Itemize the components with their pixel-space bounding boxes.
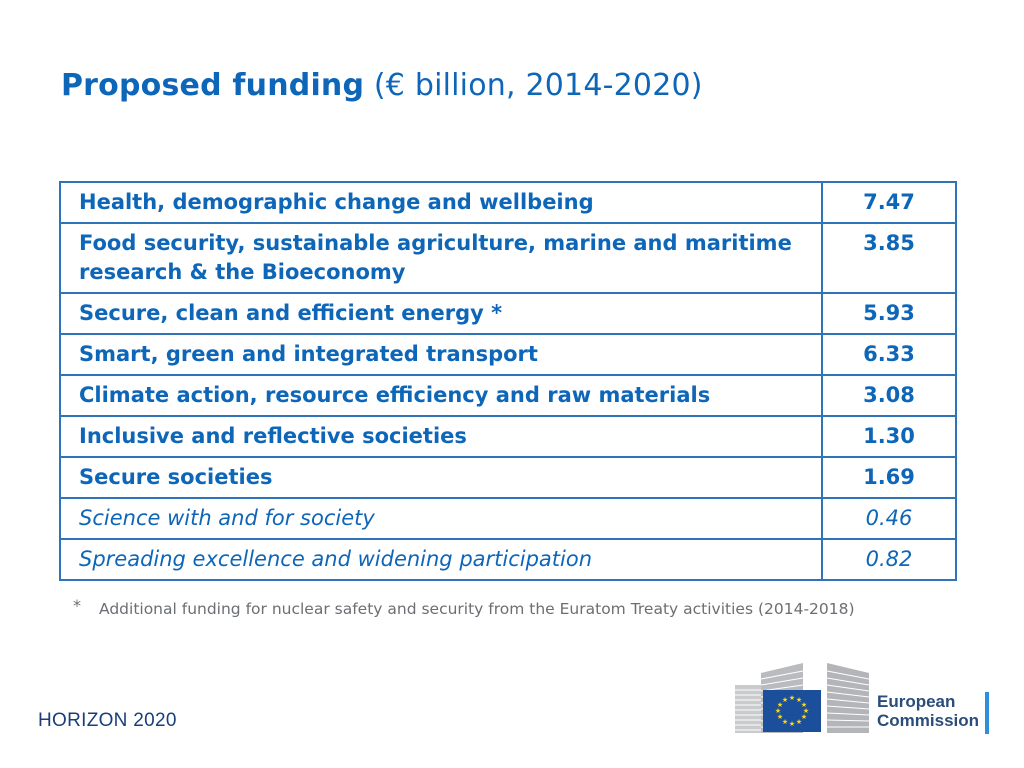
row-value: 3.08 xyxy=(821,374,957,417)
svg-text:★: ★ xyxy=(801,701,807,709)
row-label: Smart, green and integrated transport xyxy=(59,333,823,376)
svg-text:★: ★ xyxy=(789,720,795,728)
table-row: Spreading excellence and widening partic… xyxy=(59,538,957,581)
svg-text:★: ★ xyxy=(796,718,802,726)
row-label: Inclusive and reflective societies xyxy=(59,415,823,458)
row-label: Spreading excellence and widening partic… xyxy=(59,538,823,581)
svg-text:★: ★ xyxy=(777,713,783,721)
logo-accent-bar xyxy=(985,692,989,734)
row-label: Secure societies xyxy=(59,456,823,499)
row-value: 3.85 xyxy=(821,222,957,294)
table-row: Climate action, resource efficiency and … xyxy=(59,374,957,417)
footnote-text: Additional funding for nuclear safety an… xyxy=(99,600,855,618)
logo-line-2: Commission xyxy=(877,711,980,730)
footnote-marker: * xyxy=(73,596,81,615)
title-subtitle: (€ billion, 2014-2020) xyxy=(373,68,703,103)
table-row: Inclusive and reflective societies 1.30 xyxy=(59,415,957,458)
table-row: Secure, clean and efficient energy * 5.9… xyxy=(59,292,957,335)
logo-line-1: European xyxy=(877,692,956,711)
row-label: Food security, sustainable agriculture, … xyxy=(59,222,823,294)
svg-text:★: ★ xyxy=(777,701,783,709)
row-label: Science with and for society xyxy=(59,497,823,540)
table-row: Science with and for society 0.46 xyxy=(59,497,957,540)
row-value: 0.46 xyxy=(821,497,957,540)
row-label: Climate action, resource efficiency and … xyxy=(59,374,823,417)
svg-text:★: ★ xyxy=(789,694,795,702)
footnote: * Additional funding for nuclear safety … xyxy=(73,596,963,621)
table-row: Secure societies 1.69 xyxy=(59,456,957,499)
table-row: Health, demographic change and wellbeing… xyxy=(59,181,957,224)
funding-table: Health, demographic change and wellbeing… xyxy=(59,181,957,581)
page-title: Proposed funding (€ billion, 2014-2020) xyxy=(61,68,703,103)
table-row: Food security, sustainable agriculture, … xyxy=(59,222,957,294)
svg-text:★: ★ xyxy=(801,713,807,721)
european-commission-logo: ★ ★ ★ ★ ★ ★ ★ ★ ★ ★ ★ ★ European Commiss… xyxy=(735,663,995,735)
row-value: 1.69 xyxy=(821,456,957,499)
program-label: HORIZON 2020 xyxy=(38,710,177,731)
table-row: Smart, green and integrated transport 6.… xyxy=(59,333,957,376)
svg-text:★: ★ xyxy=(803,707,809,715)
row-value: 0.82 xyxy=(821,538,957,581)
row-value: 5.93 xyxy=(821,292,957,335)
svg-text:★: ★ xyxy=(782,718,788,726)
svg-text:★: ★ xyxy=(796,696,802,704)
berlaymont-building-icon: ★ ★ ★ ★ ★ ★ ★ ★ ★ ★ ★ ★ xyxy=(735,663,869,733)
svg-text:★: ★ xyxy=(775,707,781,715)
row-value: 7.47 xyxy=(821,181,957,224)
row-value: 1.30 xyxy=(821,415,957,458)
row-label: Secure, clean and efficient energy * xyxy=(59,292,823,335)
logo-wordmark: European Commission xyxy=(877,692,979,730)
row-value: 6.33 xyxy=(821,333,957,376)
row-label: Health, demographic change and wellbeing xyxy=(59,181,823,224)
svg-text:★: ★ xyxy=(782,696,788,704)
title-bold: Proposed funding xyxy=(61,68,365,103)
